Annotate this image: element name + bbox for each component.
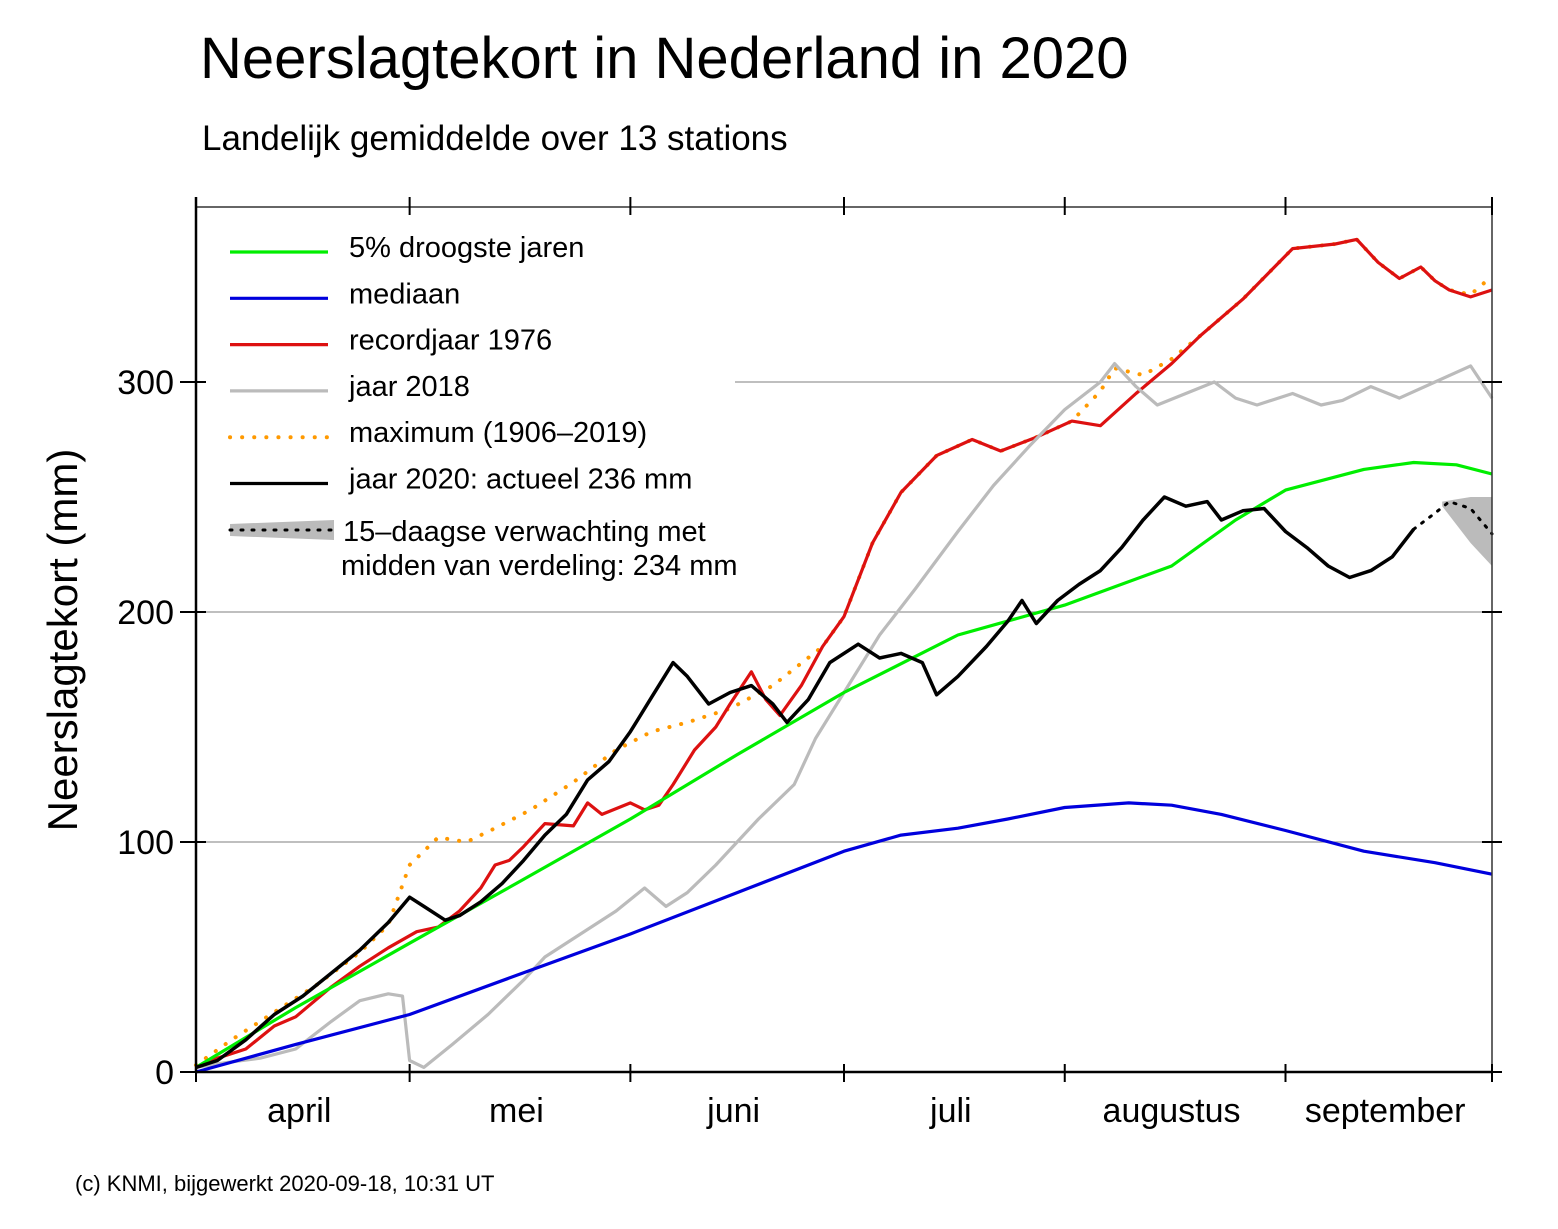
legend-label: mediaan [349, 278, 460, 310]
y-tick-label: 300 [117, 364, 174, 402]
credit-line: (c) KNMI, bijgewerkt 2020-09-18, 10:31 U… [75, 1171, 495, 1196]
x-tick-label: mei [489, 1092, 544, 1130]
x-tick-label: juli [929, 1092, 972, 1130]
legend-label: jaar 2018 [348, 371, 470, 403]
x-tick-label: augustus [1103, 1092, 1241, 1130]
legend-label: 15–daagse verwachting met [343, 516, 706, 548]
x-tick-label: april [267, 1092, 331, 1130]
chart-title: Neerslagtekort in Nederland in 2020 [200, 26, 1129, 91]
y-tick-label: 0 [155, 1054, 174, 1092]
forecast-band [1442, 497, 1492, 566]
axes [180, 197, 1502, 1082]
series-line-y2018 [195, 362, 1494, 1070]
legend-label: midden van verdeling: 234 mm [341, 550, 738, 582]
x-tick-label: september [1305, 1092, 1466, 1130]
series-lines [194, 237, 1494, 1074]
chart-subtitle: Landelijk gemiddelde over 13 stations [202, 119, 788, 158]
legend-swatch-forecast [230, 520, 334, 540]
legend-label: 5% droogste jaren [349, 232, 584, 264]
series-line-median [195, 801, 1493, 1074]
legend-label: maximum (1906–2019) [349, 417, 647, 449]
y-tick-label: 200 [117, 594, 174, 632]
legend-label: jaar 2020: actueel 236 mm [348, 464, 692, 496]
legend-label: recordjaar 1976 [349, 325, 552, 357]
y-tick-label: 100 [117, 824, 174, 862]
axis-labels: 0 100 200 300 april mei juni juli augustus septem… [39, 364, 1466, 1130]
x-tick-label: juni [706, 1092, 760, 1130]
series-line-y2020 [195, 495, 1416, 1070]
y-axis-title: Neerslagtekort (mm) [39, 449, 86, 832]
legend: 5% droogste jaren mediaan recordjaar 1976 j… [205, 222, 738, 592]
